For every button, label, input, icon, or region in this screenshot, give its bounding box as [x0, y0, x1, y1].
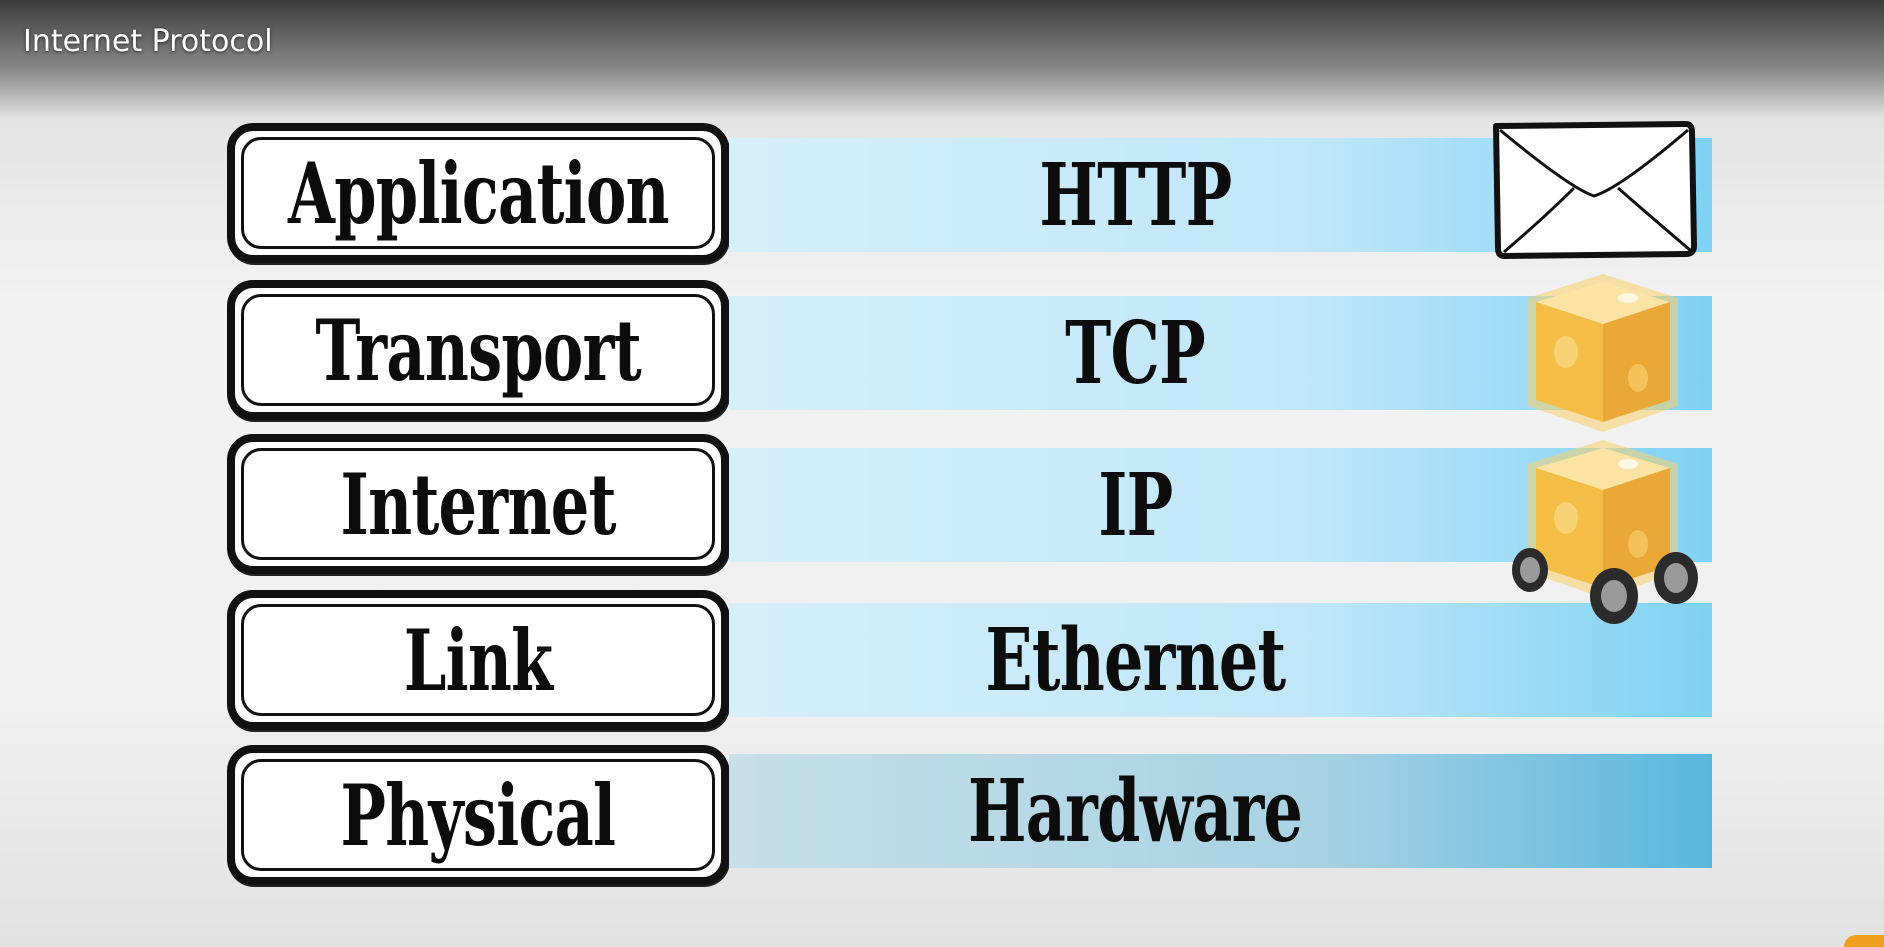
- layer-box-physical: Physical: [227, 745, 729, 885]
- box-icon: [1528, 274, 1678, 432]
- protocol-label-ethernet: Ethernet: [984, 609, 1286, 711]
- layer-box-transport: Transport: [227, 280, 729, 420]
- layer-box-link: Link: [227, 590, 729, 730]
- box-on-wheels-icon: [1512, 440, 1698, 624]
- video-title: Internet Protocol: [23, 24, 273, 59]
- layer-box-application: Application: [227, 123, 729, 263]
- protocol-band-hardware: Hardware: [729, 754, 1712, 868]
- layer-label-internet: Internet: [340, 454, 616, 554]
- envelope-icon: [1493, 121, 1697, 259]
- layer-label-link: Link: [403, 610, 553, 710]
- protocol-label-hardware: Hardware: [967, 760, 1303, 862]
- layer-box-internet: Internet: [227, 434, 729, 574]
- protocol-label-http: HTTP: [1038, 144, 1232, 246]
- wheel-icon: [1654, 552, 1698, 604]
- wheel-icon: [1590, 568, 1638, 624]
- layer-label-physical: Physical: [340, 765, 617, 865]
- protocol-band-ethernet: Ethernet: [729, 603, 1712, 717]
- protocol-label-tcp: TCP: [1065, 302, 1205, 404]
- wheel-icon: [1512, 548, 1548, 592]
- channel-logo-icon: [1844, 935, 1884, 947]
- protocol-label-ip: IP: [1097, 454, 1173, 556]
- layer-label-transport: Transport: [315, 300, 641, 400]
- layer-label-application: Application: [287, 143, 669, 243]
